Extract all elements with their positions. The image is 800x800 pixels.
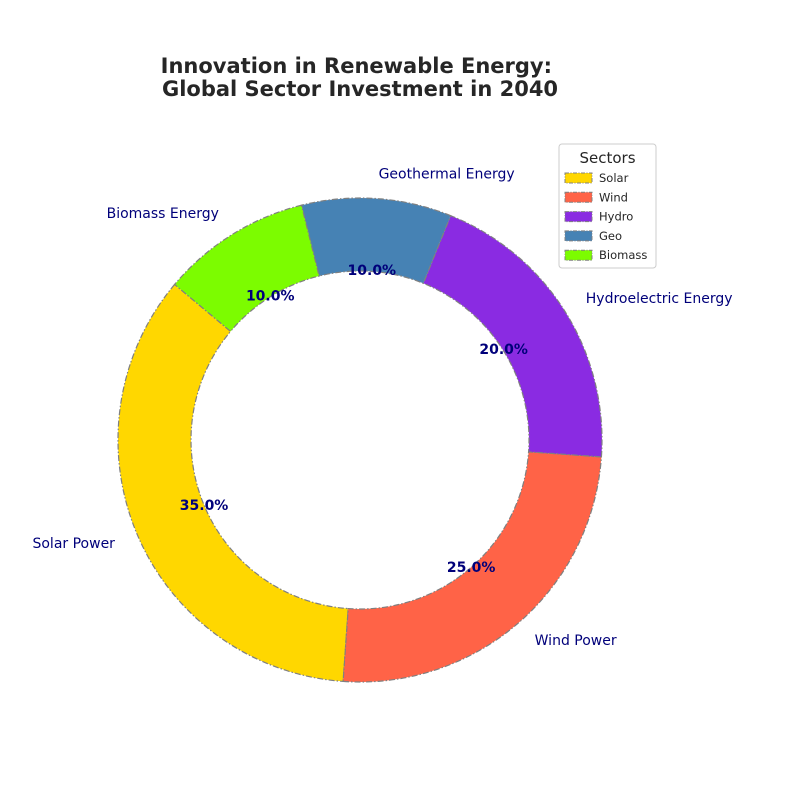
- legend-label-solar: Solar: [599, 171, 629, 185]
- percent-label-geothermal-energy: 10.0%: [348, 263, 397, 279]
- legend: Sectors Solar Wind Hydro Geo Biomass: [558, 143, 657, 269]
- legend-swatch-wind: [564, 191, 593, 203]
- legend-swatch-geo: [564, 230, 593, 242]
- slice-label-solar-power: Solar Power: [32, 536, 115, 552]
- slice-wind-power: [342, 451, 603, 683]
- slice-labels: Solar Power Wind Power Hydroelectric Energ…: [32, 166, 732, 648]
- percent-label-wind-power: 25.0%: [447, 560, 496, 576]
- legend-label-wind: Wind: [599, 190, 628, 204]
- chart-title-line-1: Innovation in Renewable Energy:: [161, 54, 552, 78]
- slice-label-hydroelectric-energy: Hydroelectric Energy: [586, 291, 733, 307]
- legend-swatch-biomass: [564, 249, 593, 261]
- legend-label-geo: Geo: [599, 229, 622, 243]
- legend-label-hydro: Hydro: [599, 210, 633, 224]
- legend-swatch-hydro: [564, 211, 593, 223]
- percent-label-solar-power: 35.0%: [180, 498, 229, 514]
- chart-title: Innovation in Renewable Energy: Global S…: [161, 54, 560, 101]
- percent-label-biomass-energy: 10.0%: [246, 288, 295, 304]
- percent-labels: 35.0% 25.0% 20.0% 10.0% 10.0%: [180, 263, 528, 576]
- legend-entries: Solar Wind Hydro Geo Biomass: [564, 171, 647, 262]
- slice-label-wind-power: Wind Power: [535, 633, 617, 649]
- percent-label-hydroelectric-energy: 20.0%: [479, 342, 528, 358]
- slice-biomass-energy: [173, 204, 320, 333]
- legend-title: Sectors: [579, 149, 635, 167]
- slice-solar-power: [117, 283, 349, 683]
- slice-label-geothermal-energy: Geothermal Energy: [379, 166, 515, 182]
- slice-label-biomass-energy: Biomass Energy: [107, 206, 219, 222]
- legend-swatch-solar: [564, 172, 593, 184]
- donut-slices: [117, 197, 603, 683]
- legend-label-biomass: Biomass: [599, 248, 647, 262]
- chart-title-line-2: Global Sector Investment in 2040: [162, 77, 558, 101]
